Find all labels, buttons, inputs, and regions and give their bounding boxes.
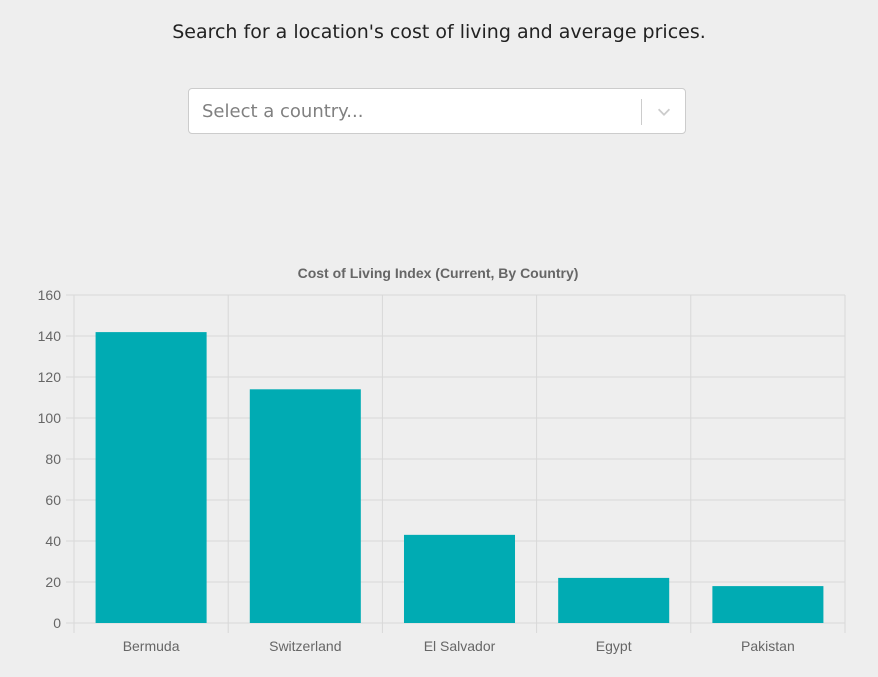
bar-bermuda (95, 332, 207, 623)
x-tick-label: El Salvador (424, 638, 496, 654)
y-tick-label: 160 (38, 287, 62, 303)
x-axis-ticks: Bermuda Switzerland El Salvador Egypt Pakist… (123, 638, 795, 654)
bar-el-salvador (403, 534, 516, 623)
x-tick-label: Egypt (596, 638, 632, 654)
select-indicator-separator (641, 99, 642, 125)
y-tick-label: 0 (53, 615, 61, 631)
bar-pakistan (712, 586, 824, 623)
cost-of-living-chart: Cost of Living Index (Current, By Countr… (38, 265, 846, 654)
x-tick-label: Bermuda (123, 638, 180, 654)
y-tick-label: 40 (45, 533, 61, 549)
y-tick-label: 120 (38, 369, 62, 385)
x-tick-label: Pakistan (741, 638, 795, 654)
y-tick-label: 60 (45, 492, 61, 508)
y-axis-ticks: 0 20 40 60 80 100 120 140 160 (38, 287, 62, 631)
bar-switzerland (249, 389, 361, 623)
chart-bars (95, 332, 824, 623)
y-tick-label: 80 (45, 451, 61, 467)
country-select[interactable]: Select a country... (188, 88, 686, 134)
country-select-placeholder: Select a country... (202, 101, 364, 122)
y-tick-label: 100 (38, 410, 62, 426)
intro-text: Search for a location's cost of living a… (172, 21, 706, 43)
x-tick-label: Switzerland (269, 638, 341, 654)
chevron-down-icon[interactable] (655, 103, 673, 121)
y-tick-label: 20 (45, 574, 61, 590)
y-tick-label: 140 (38, 328, 62, 344)
bar-egypt (558, 577, 670, 623)
chart-title: Cost of Living Index (Current, By Countr… (298, 265, 579, 281)
